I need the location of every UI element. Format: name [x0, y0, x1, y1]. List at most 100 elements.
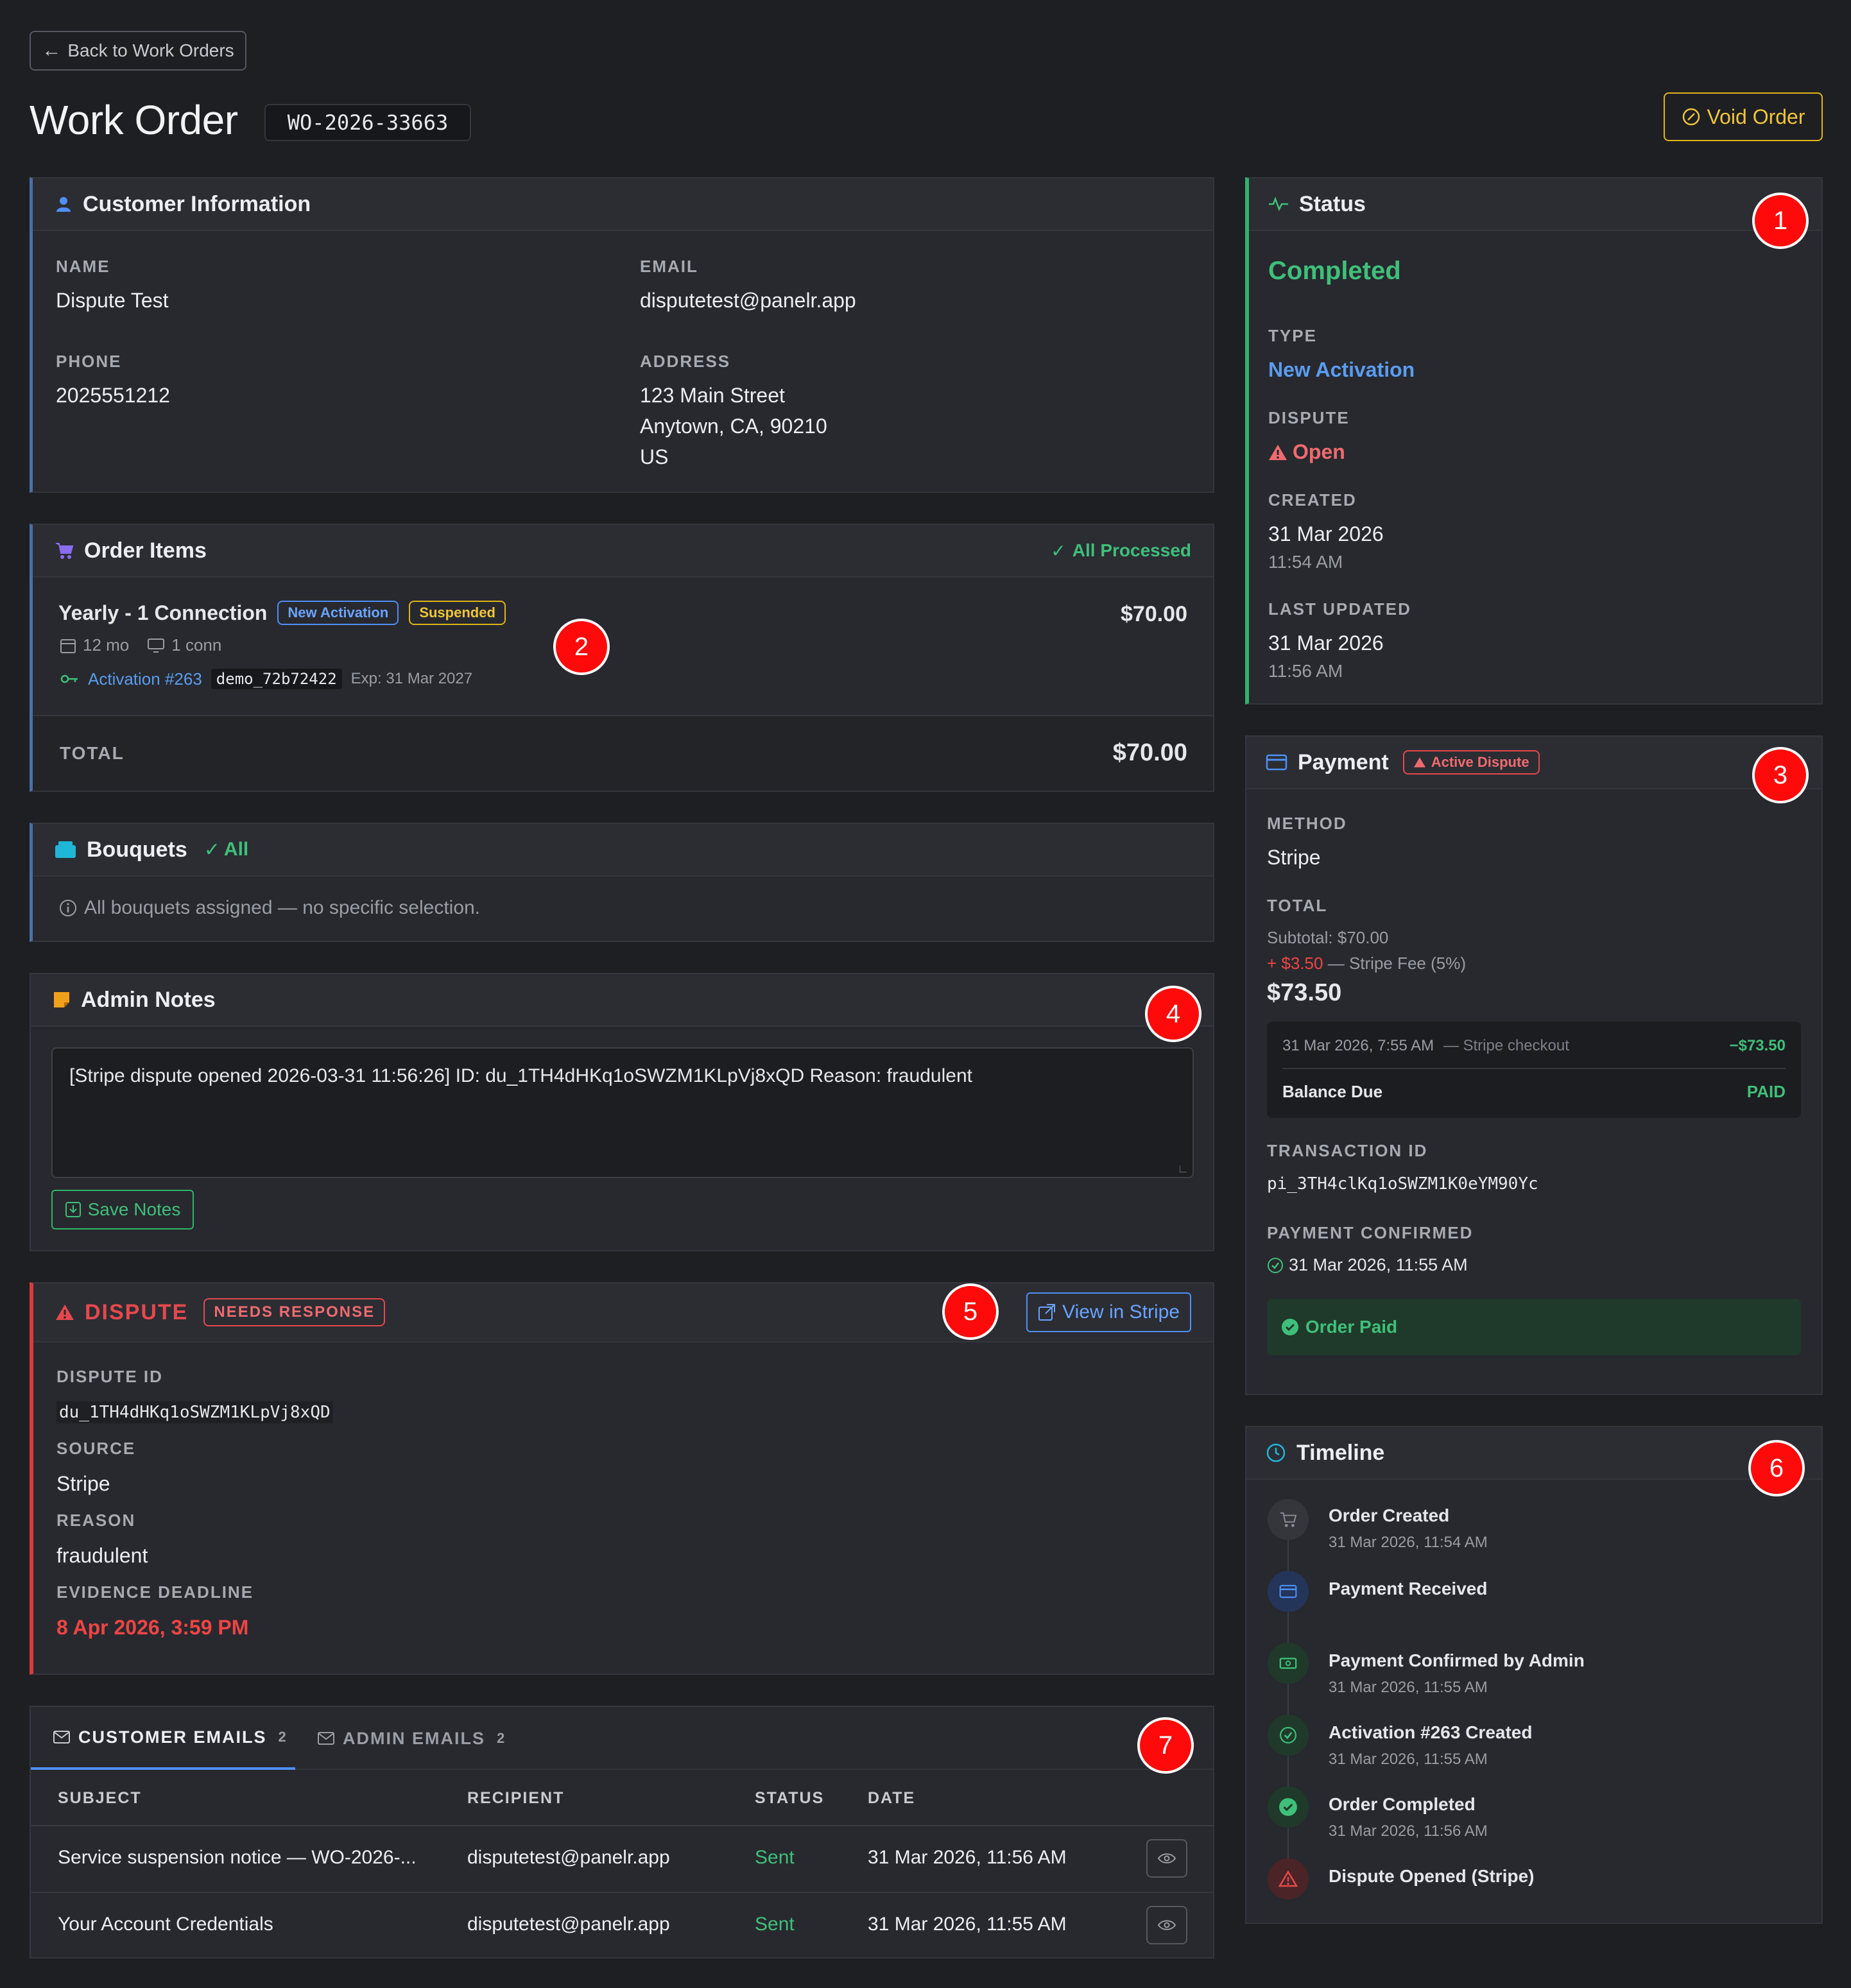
activation-link[interactable]: Activation #263 [88, 669, 202, 689]
tab-customer-label: CUSTOMER EMAILS [78, 1727, 267, 1747]
transaction-id-value: pi_3TH4clKq1oSWZM1K0eYM90Yc [1267, 1174, 1538, 1194]
evidence-deadline-label: EVIDENCE DEADLINE [56, 1582, 254, 1602]
resize-handle-icon[interactable]: ∟ [1177, 1162, 1189, 1175]
admin-notes-textarea[interactable]: [Stripe dispute opened 2026-03-31 11:56:… [51, 1047, 1194, 1178]
transactions-box: 31 Mar 2026, 7:55 AM — Stripe checkout −… [1267, 1022, 1801, 1118]
cart-icon [56, 543, 74, 559]
marker-5: 5 [942, 1283, 999, 1340]
payment-total-value: $73.50 [1267, 979, 1342, 1006]
view-in-stripe-button[interactable]: View in Stripe [1026, 1292, 1191, 1332]
dispute-panel: DISPUTE NEEDS RESPONSE View in Stripe DI… [30, 1282, 1214, 1675]
view-in-stripe-label: View in Stripe [1062, 1301, 1180, 1323]
order-paid-banner: Order Paid [1267, 1299, 1801, 1355]
type-label: TYPE [1268, 326, 1317, 345]
payment-title: Payment [1298, 750, 1389, 775]
dispute-reason-label: REASON [56, 1511, 136, 1530]
timeline-line [1287, 1523, 1289, 1883]
back-label: Back to Work Orders [67, 40, 234, 60]
item-name: Yearly - 1 Connection [58, 601, 268, 624]
order-total-label: TOTAL [60, 743, 125, 763]
bouquets-header: Bouquets ✓ All [33, 824, 1213, 877]
save-download-icon [65, 1202, 81, 1217]
marker-3: 3 [1752, 747, 1809, 803]
tab-customer-emails[interactable]: CUSTOMER EMAILS 2 [31, 1707, 295, 1770]
payment-confirmed-value: 31 Mar 2026, 11:55 AM [1289, 1255, 1468, 1274]
timeline-event-time: 31 Mar 2026, 11:56 AM [1329, 1822, 1488, 1840]
dispute-header: DISPUTE NEEDS RESPONSE View in Stripe [33, 1283, 1213, 1342]
address-line-3: US [640, 445, 669, 468]
marker-4: 4 [1145, 986, 1201, 1042]
table-row[interactable]: Service suspension notice — WO-2026-... … [31, 1826, 1213, 1892]
monitor-icon [148, 638, 165, 653]
check-icon: ✓ [203, 839, 220, 861]
timeline-event-title: Dispute Opened (Stripe) [1329, 1866, 1535, 1886]
item-price: $70.00 [1121, 602, 1187, 626]
check-circle-icon [1268, 1715, 1309, 1756]
email-recipient: disputetest@panelr.app [467, 1847, 670, 1868]
dispute-status-label: DISPUTE [1268, 408, 1350, 427]
dispute-source-value: Stripe [56, 1472, 110, 1495]
pulse-icon [1269, 196, 1288, 212]
check-icon: ✓ [1051, 540, 1066, 561]
save-notes-button[interactable]: Save Notes [51, 1190, 194, 1230]
arrow-left-icon: ← [42, 40, 62, 61]
customer-information-panel: Customer Information NAME Dispute Test E… [30, 177, 1214, 493]
marker-7: 7 [1137, 1717, 1194, 1774]
credit-card-icon [1266, 754, 1287, 771]
view-email-button[interactable] [1146, 1839, 1187, 1878]
active-dispute-badge: Active Dispute [1402, 750, 1540, 775]
timeline-event-title: Order Created [1329, 1505, 1450, 1525]
dispute-status: Open [1268, 440, 1345, 464]
tab-customer-count: 2 [278, 1729, 288, 1745]
last-updated-label: LAST UPDATED [1268, 599, 1411, 619]
method-value: Stripe [1267, 846, 1321, 869]
tab-admin-count: 2 [497, 1730, 506, 1746]
save-notes-label: Save Notes [87, 1199, 181, 1219]
column-date: DATE [868, 1789, 916, 1807]
created-time: 11:54 AM [1268, 552, 1343, 572]
timeline-event-time: 31 Mar 2026, 11:55 AM [1329, 1751, 1488, 1768]
dispute-id-label: DISPUTE ID [56, 1367, 163, 1386]
check-filled-icon [1268, 1787, 1309, 1828]
transaction-date: 31 Mar 2026, 7:55 AM [1282, 1037, 1434, 1054]
customer-phone: 2025551212 [56, 384, 170, 407]
email-date: 31 Mar 2026, 11:55 AM [868, 1914, 1067, 1935]
status-header: Status [1249, 178, 1821, 231]
back-to-work-orders-button[interactable]: ← Back to Work Orders [30, 31, 246, 71]
customer-information-header: Customer Information [33, 178, 1213, 231]
total-row-bg [33, 716, 1213, 791]
email-status: Sent [755, 1847, 795, 1868]
tab-admin-emails[interactable]: ADMIN EMAILS 2 [317, 1707, 506, 1770]
calendar-icon [60, 638, 76, 653]
bouquets-all-status: ✓ All [204, 839, 248, 861]
transaction-id-label: TRANSACTION ID [1267, 1141, 1428, 1160]
marker-1: 1 [1752, 193, 1809, 249]
email-subject: Service suspension notice — WO-2026-... [58, 1847, 417, 1868]
user-icon [56, 197, 71, 212]
status-state: Completed [1268, 257, 1401, 285]
view-email-button[interactable] [1146, 1906, 1187, 1944]
work-order-id-badge: WO-2026-33663 [264, 104, 471, 141]
email-status: Sent [755, 1914, 795, 1935]
column-subject: SUBJECT [58, 1789, 142, 1807]
void-order-button[interactable]: Void Order [1664, 92, 1823, 141]
address-label: ADDRESS [640, 352, 731, 371]
marker-2: 2 [553, 619, 610, 675]
bouquets-panel: Bouquets ✓ All All bouquets assigned — n… [30, 823, 1214, 942]
address-line-2: Anytown, CA, 90210 [640, 415, 827, 438]
table-row[interactable]: Your Account Credentials disputetest@pan… [31, 1893, 1213, 1958]
warning-icon [1268, 1858, 1309, 1899]
timeline-event-title: Payment Confirmed by Admin [1329, 1650, 1585, 1670]
timeline-event-time: 31 Mar 2026, 11:55 AM [1329, 1679, 1488, 1696]
balance-due-value: PAID [1746, 1082, 1786, 1101]
timeline-header: Timeline [1246, 1427, 1821, 1480]
activation-expiry: Exp: 31 Mar 2027 [350, 670, 473, 687]
marker-6: 6 [1748, 1440, 1805, 1496]
warning-icon [1413, 757, 1425, 767]
divider [33, 715, 1213, 716]
order-paid-label: Order Paid [1305, 1317, 1398, 1337]
eye-icon [1157, 1853, 1176, 1864]
bouquets-all-label: All [223, 839, 249, 860]
timeline-event-title: Payment Received [1329, 1579, 1488, 1598]
check-circle-icon [1268, 1257, 1283, 1273]
